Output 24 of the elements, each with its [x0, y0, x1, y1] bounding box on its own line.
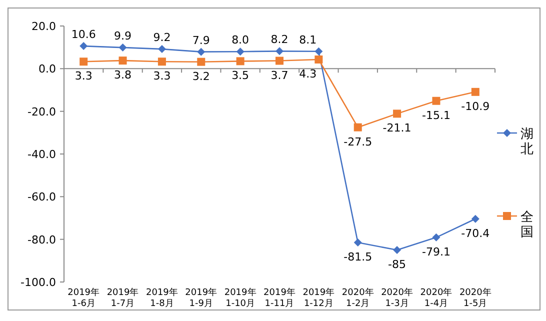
legend-label: 湖北: [520, 127, 534, 157]
point: [276, 47, 284, 56]
point: [471, 88, 480, 96]
point: [432, 233, 440, 242]
point: [471, 214, 480, 223]
point: [236, 57, 244, 66]
point: [118, 56, 127, 65]
point: [354, 238, 362, 247]
point: [80, 42, 88, 50]
point: [314, 55, 323, 64]
point: [432, 96, 440, 105]
legend-label: 全国: [520, 210, 534, 240]
point: [158, 45, 166, 54]
point: [314, 47, 323, 56]
point: [276, 56, 284, 65]
point: [354, 123, 362, 132]
point: [197, 48, 206, 56]
point: [393, 110, 402, 118]
point: [158, 58, 166, 66]
point: [197, 58, 206, 66]
point: [80, 58, 88, 66]
point: [118, 44, 127, 52]
point: [236, 48, 244, 56]
point: [393, 246, 402, 254]
